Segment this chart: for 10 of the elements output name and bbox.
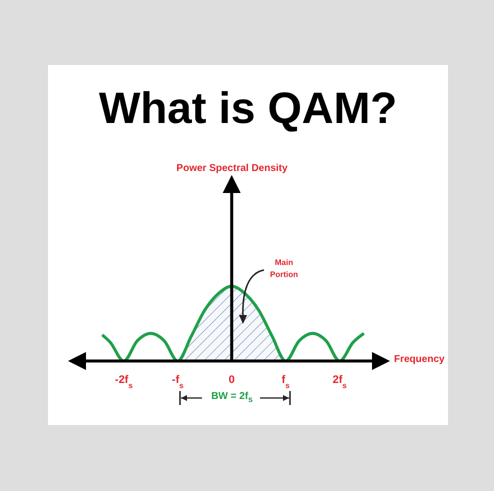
text: Main Portion	[269, 257, 299, 281]
chart-title: What is QAM?	[98, 84, 398, 134]
x-tick-label: 0	[228, 374, 235, 386]
text: Power Spectral Density	[175, 163, 289, 174]
x-tick-label: f$_{s}$	[282, 374, 290, 390]
text: BW = 2f$_{s}$	[210, 391, 254, 404]
x-tick-label: -f$_{s}$	[172, 374, 184, 390]
x-axis-title: Frequency	[394, 354, 445, 365]
x-tick-label: 2f$_{s}$	[332, 374, 347, 390]
x-tick-label: -2f$_{s}$	[114, 374, 133, 390]
